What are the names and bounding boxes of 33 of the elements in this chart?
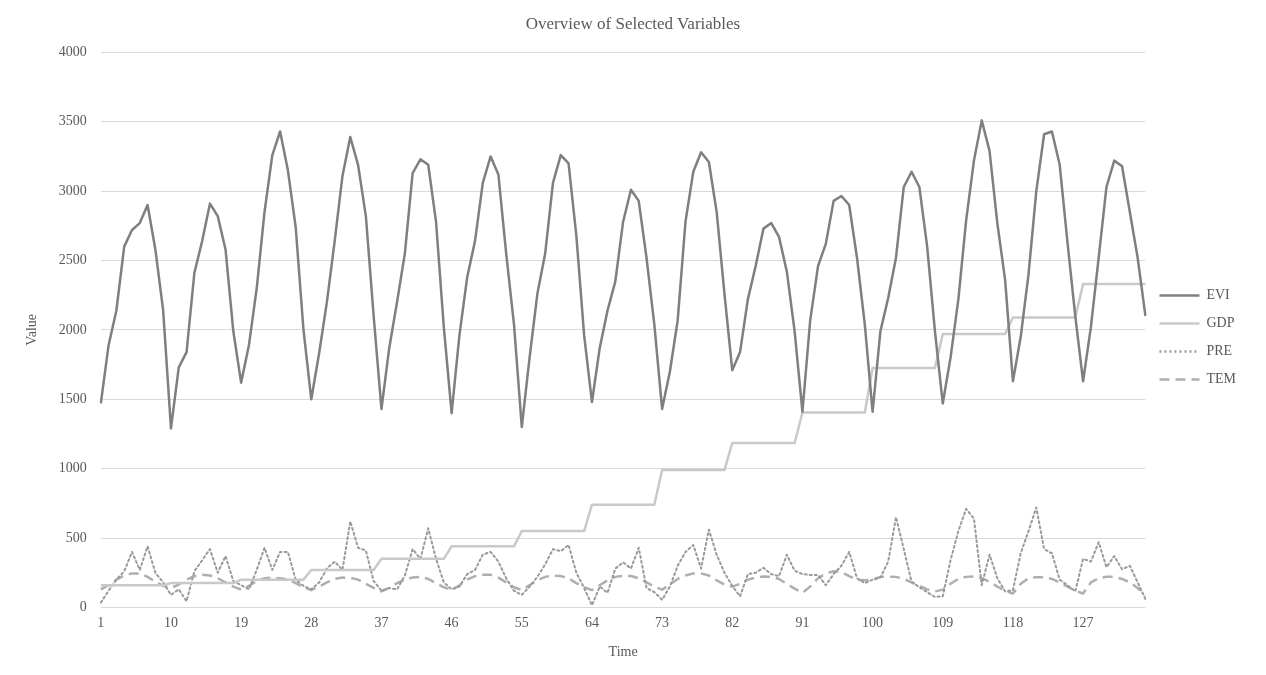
x-tick-label: 91 xyxy=(795,615,810,631)
y-axis-title: Value xyxy=(24,313,40,346)
line-series xyxy=(99,570,1147,597)
x-tick-label: 19 xyxy=(234,615,249,631)
x-tick-label: 28 xyxy=(304,615,319,631)
x-tick-label: 127 xyxy=(1072,615,1094,631)
y-tick-label: 2500 xyxy=(58,252,87,268)
x-axis-title: Time xyxy=(608,644,638,660)
chart-title: Overview of Selected Variables xyxy=(525,13,741,33)
y-tick-label: 1500 xyxy=(58,390,87,406)
y-tick-label: 500 xyxy=(65,529,87,545)
y-tick-label: 1000 xyxy=(58,460,87,476)
x-tick-label: 55 xyxy=(514,615,529,631)
x-tick-label: 64 xyxy=(584,615,599,631)
legend-label: TEM xyxy=(1206,371,1237,387)
legend-label: EVI xyxy=(1206,287,1231,303)
line-series xyxy=(99,506,1147,607)
x-tick-label: 100 xyxy=(862,615,884,631)
x-tick-label: 37 xyxy=(374,615,389,631)
x-tick-label: 109 xyxy=(932,615,954,631)
y-tick-label: 3000 xyxy=(58,182,87,198)
y-tick-label: 0 xyxy=(79,599,87,615)
x-tick-label: 73 xyxy=(655,615,670,631)
y-tick-label: 4000 xyxy=(58,44,87,60)
x-tick-label: 46 xyxy=(444,615,459,631)
y-tick-label: 3500 xyxy=(58,113,87,129)
x-tick-label: 10 xyxy=(163,615,178,631)
x-tick-label: 1 xyxy=(97,615,105,631)
legend-label: PRE xyxy=(1206,343,1233,359)
y-tick-label: 2000 xyxy=(58,321,87,337)
x-tick-label: 118 xyxy=(1002,615,1024,631)
legend-label: GDP xyxy=(1206,315,1235,331)
x-tick-label: 82 xyxy=(725,615,740,631)
